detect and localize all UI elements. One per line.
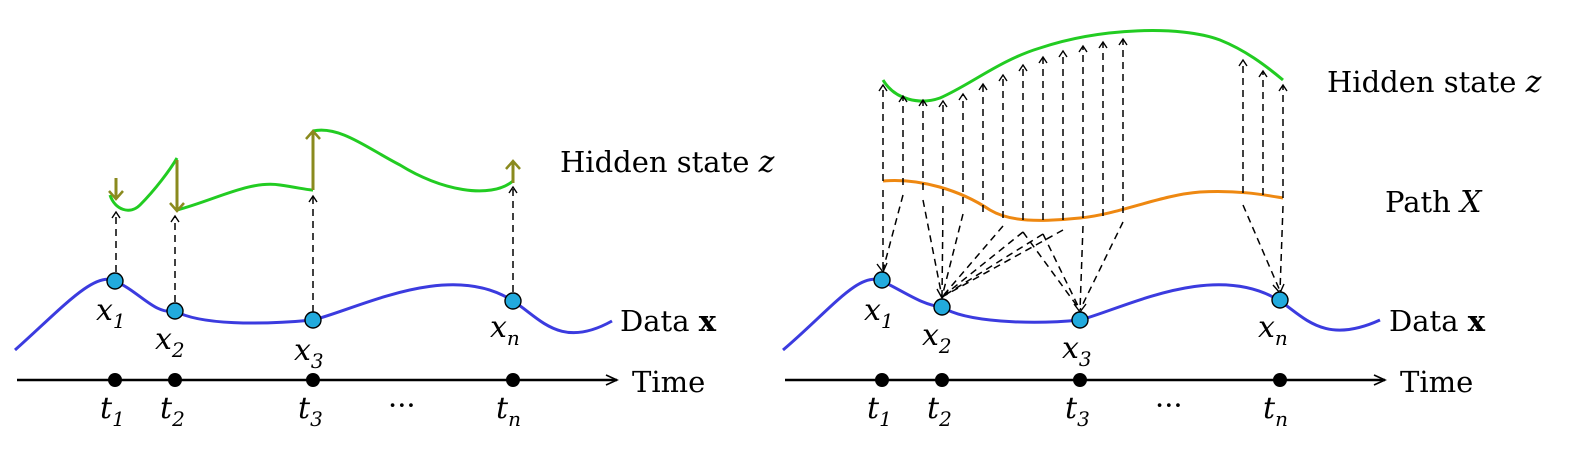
left-tick-label-3: t3 bbox=[298, 391, 323, 431]
right-data-to-path-links bbox=[876, 190, 1285, 314]
right-tick-label-1: t1 bbox=[867, 391, 892, 431]
right-time-label: Time bbox=[1400, 365, 1473, 399]
left-point-x3 bbox=[304, 311, 322, 329]
left-point-label-3: x3 bbox=[294, 333, 324, 373]
right-tick-t1 bbox=[875, 373, 889, 387]
right-panel: x1 x2 x3 xn t1 t2 t3 tn ··· Hidden state… bbox=[782, 29, 1542, 431]
left-data-label: Data x bbox=[620, 304, 717, 338]
right-point-label-3: x3 bbox=[1062, 331, 1092, 371]
left-point-x2 bbox=[166, 302, 184, 320]
jump-arrow-down-1 bbox=[108, 178, 124, 201]
left-hidden-segment-1 bbox=[108, 157, 179, 212]
right-tick-label-2: t2 bbox=[927, 391, 952, 431]
left-jump-arrows bbox=[108, 129, 521, 213]
left-hidden-segment-2 bbox=[176, 182, 314, 212]
left-tick-t1 bbox=[108, 373, 122, 387]
right-point-label-n: xn bbox=[1258, 310, 1288, 350]
left-point-xn bbox=[504, 292, 522, 310]
left-hidden-segment-3 bbox=[312, 128, 514, 193]
right-tick-label-3: t3 bbox=[1065, 391, 1090, 431]
left-point-label-2: x2 bbox=[155, 322, 185, 362]
left-tick-t3 bbox=[306, 373, 320, 387]
left-tick-t2 bbox=[168, 373, 182, 387]
right-path-label: Path X bbox=[1385, 185, 1483, 220]
right-point-x2 bbox=[933, 298, 951, 316]
right-point-x3 bbox=[1071, 311, 1089, 329]
jump-arrow-down-2 bbox=[169, 160, 185, 213]
right-tick-tn bbox=[1273, 373, 1287, 387]
right-point-label-2: x2 bbox=[922, 318, 952, 358]
left-tick-label-2: t2 bbox=[160, 391, 185, 431]
right-point-x1 bbox=[873, 271, 891, 289]
right-point-label-1: x1 bbox=[864, 293, 894, 333]
right-hidden-state-label: Hidden state z bbox=[1327, 65, 1542, 100]
left-hidden-state-label: Hidden state z bbox=[560, 145, 775, 180]
jump-arrow-up-4 bbox=[505, 159, 521, 183]
jump-arrow-up-3 bbox=[305, 129, 321, 190]
right-point-xn bbox=[1271, 291, 1289, 309]
right-tick-label-n: tn bbox=[1263, 391, 1288, 431]
left-observation-links bbox=[111, 185, 518, 312]
left-tick-tn bbox=[506, 373, 520, 387]
left-point-label-1: x1 bbox=[96, 293, 126, 333]
right-path-to-hidden-links bbox=[878, 37, 1288, 220]
left-panel: x1 x2 x3 xn t1 t2 t3 tn ··· Hidden state… bbox=[14, 128, 775, 431]
left-ellipsis: ··· bbox=[388, 388, 416, 422]
right-tick-t3 bbox=[1073, 373, 1087, 387]
left-point-x1 bbox=[106, 272, 124, 290]
left-time-label: Time bbox=[632, 365, 705, 399]
right-hidden-curve bbox=[881, 29, 1284, 103]
right-ellipsis: ··· bbox=[1155, 388, 1183, 422]
left-tick-label-n: tn bbox=[496, 391, 521, 431]
left-point-label-n: xn bbox=[490, 310, 520, 350]
left-tick-label-1: t1 bbox=[100, 391, 125, 431]
right-data-label: Data x bbox=[1389, 304, 1486, 338]
right-path-curve bbox=[882, 179, 1284, 222]
right-tick-t2 bbox=[935, 373, 949, 387]
